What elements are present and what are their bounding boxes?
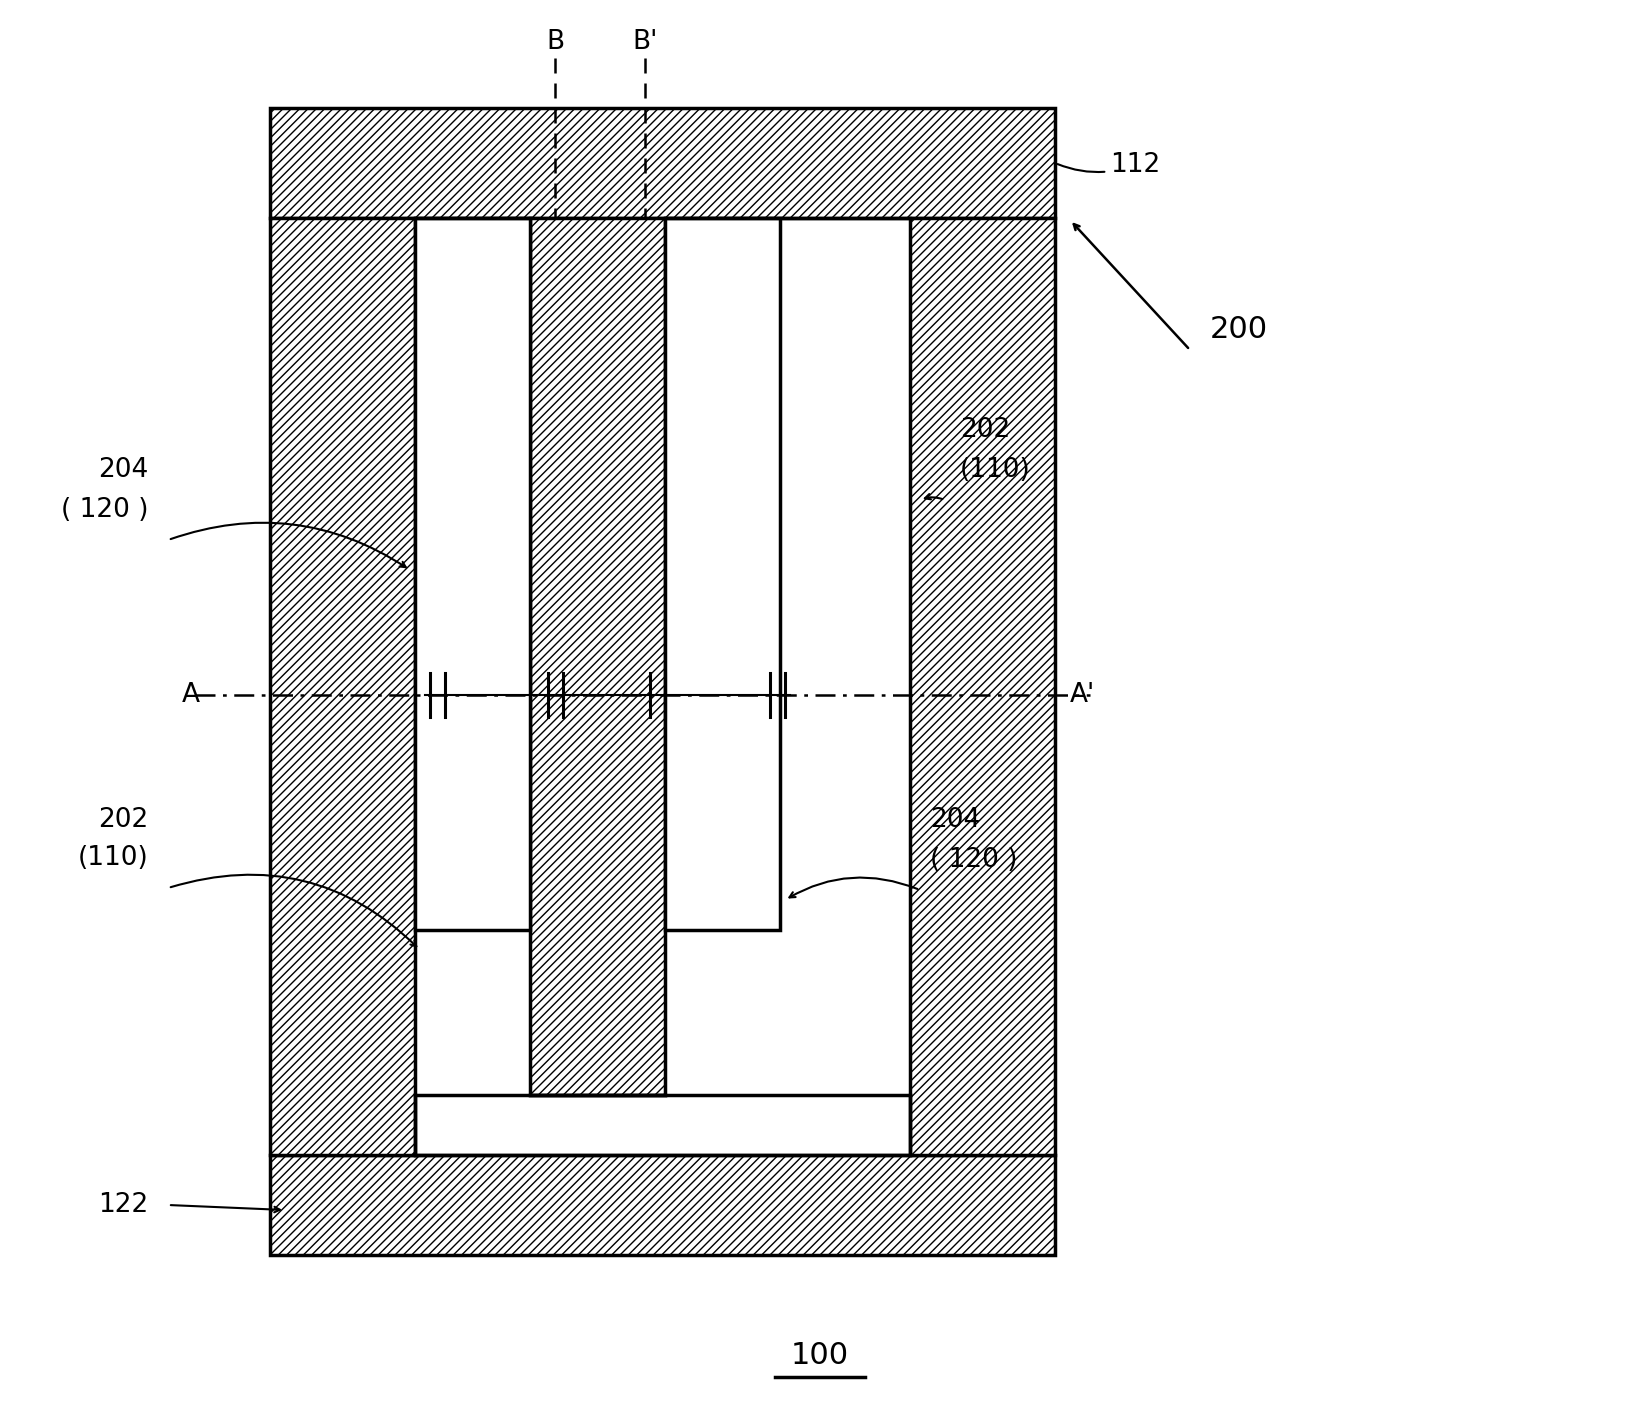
Text: 112: 112 — [1057, 152, 1161, 179]
Bar — [270, 1156, 1055, 1255]
Bar — [414, 1095, 911, 1156]
Text: A': A' — [1070, 682, 1095, 708]
Text: (110): (110) — [960, 457, 1031, 484]
Text: A: A — [182, 682, 201, 708]
Text: 204: 204 — [931, 807, 980, 832]
Bar — [666, 930, 779, 1095]
Text: 202: 202 — [960, 417, 1011, 442]
Text: ( 120 ): ( 120 ) — [61, 496, 148, 523]
Text: 100: 100 — [791, 1340, 848, 1370]
Text: ( 120 ): ( 120 ) — [931, 847, 1018, 873]
Bar — [270, 108, 1055, 218]
Text: 122: 122 — [97, 1193, 148, 1218]
Bar — [666, 218, 779, 930]
Bar — [529, 218, 666, 1095]
Text: B': B' — [633, 28, 658, 55]
Text: (110): (110) — [77, 845, 148, 871]
Text: 200: 200 — [1210, 315, 1268, 345]
Text: 202: 202 — [97, 807, 148, 832]
Bar — [414, 930, 529, 1095]
Text: 204: 204 — [97, 457, 148, 484]
Bar — [414, 218, 529, 930]
Bar — [270, 218, 414, 1156]
Text: B: B — [546, 28, 564, 55]
Bar — [911, 218, 1055, 1156]
